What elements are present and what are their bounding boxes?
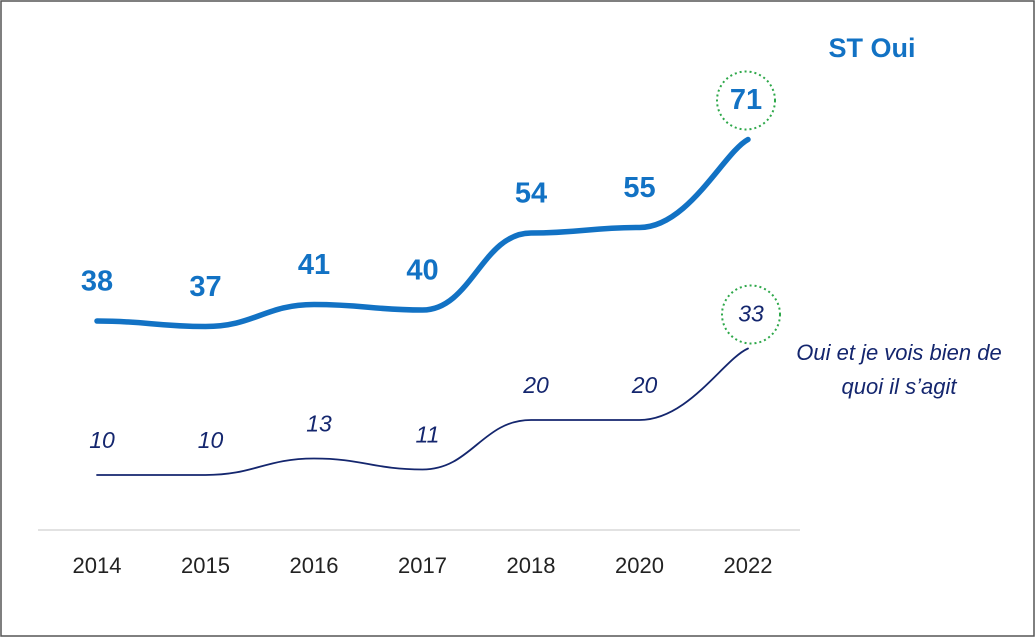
data-label: 20 [631, 372, 658, 398]
series-label: ST Oui [829, 33, 916, 63]
data-label: 38 [81, 266, 113, 298]
series-label: Oui et je vois bien de quoi il s’agit [796, 340, 1002, 399]
x-tick-label: 2016 [290, 553, 339, 578]
data-label: 55 [623, 172, 655, 204]
x-tick-label: 2018 [507, 553, 556, 578]
data-label: 54 [515, 178, 547, 210]
x-tick-label: 2014 [73, 553, 122, 578]
x-tick-label: 2015 [181, 553, 230, 578]
data-label: 11 [416, 422, 440, 448]
highlight-circle [721, 284, 781, 345]
data-label: 71 [730, 84, 762, 116]
data-label: 10 [89, 427, 115, 453]
series-line [94, 136, 751, 330]
series-line [96, 347, 749, 476]
data-label: 10 [198, 427, 224, 453]
data-label: 40 [406, 255, 438, 287]
highlight-circle [716, 70, 776, 131]
data-label: 41 [298, 249, 330, 281]
data-label: 20 [522, 372, 549, 398]
x-tick-label: 2020 [615, 553, 664, 578]
x-tick-label: 2017 [398, 553, 447, 578]
data-label: 33 [738, 301, 764, 327]
x-tick-label: 2022 [724, 553, 773, 578]
data-label: 13 [306, 411, 332, 437]
data-label: 37 [189, 271, 221, 303]
